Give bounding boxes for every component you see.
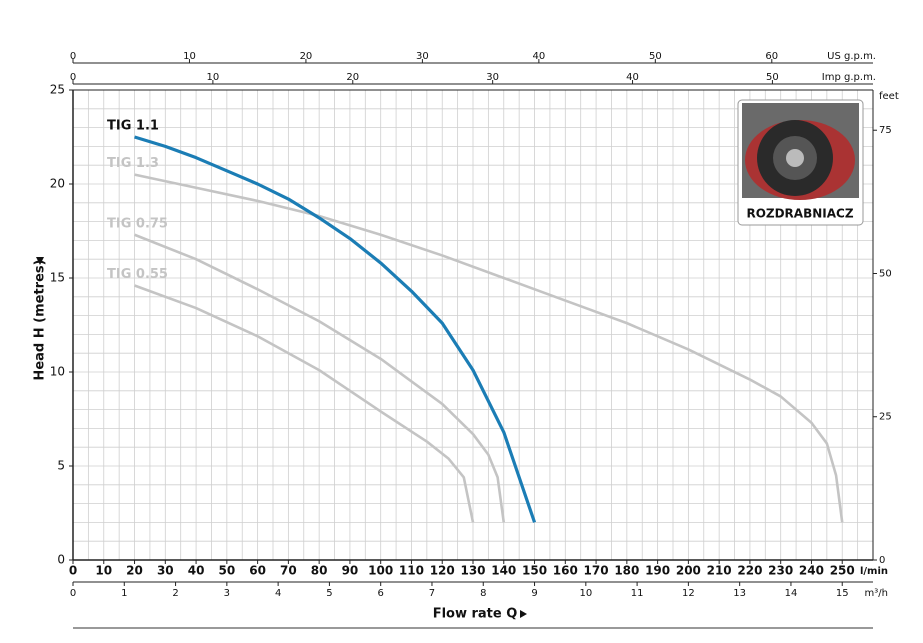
x-tick-label: 0	[69, 564, 77, 578]
series-label: TIG 0.55	[107, 267, 168, 282]
x2-tick-label: 13	[733, 588, 746, 599]
x-tick-label: 130	[460, 564, 485, 578]
x-tick-label: 70	[280, 564, 297, 578]
y2-tick-label: 50	[879, 268, 892, 279]
x-tick-label: 10	[95, 564, 112, 578]
y2-tick-label: 75	[879, 125, 892, 136]
x-tick-label: 120	[430, 564, 455, 578]
x-tick-label: 90	[342, 564, 359, 578]
x2-tick-label: 5	[326, 588, 332, 599]
x-tick-label: 110	[399, 564, 424, 578]
x-tick-label: 30	[157, 564, 174, 578]
y-tick-label: 5	[57, 459, 65, 473]
y-axis-title: Head H (metres)	[33, 259, 48, 380]
x4-unit: US g.p.m.	[827, 51, 876, 62]
curve	[134, 173, 844, 523]
x2-tick-label: 15	[836, 588, 849, 599]
x2-tick-label: 1	[121, 588, 127, 599]
x2-unit: m³/h	[865, 588, 888, 599]
x2-tick-label: 2	[172, 588, 178, 599]
curve	[134, 135, 537, 523]
x3-tick-label: 20	[346, 72, 359, 83]
x4-tick-label: 60	[765, 51, 778, 62]
x2-tick-label: 14	[785, 588, 798, 599]
x-tick-label: 230	[768, 564, 793, 578]
x-tick-label: 140	[491, 564, 516, 578]
curve	[134, 233, 506, 523]
x-tick-label: 50	[218, 564, 235, 578]
x-tick-label: 210	[707, 564, 732, 578]
x2-tick-label: 12	[682, 588, 695, 599]
x2-tick-label: 11	[631, 588, 644, 599]
x4-tick-label: 40	[532, 51, 545, 62]
x2-tick-label: 0	[70, 588, 76, 599]
x2-tick-label: 8	[480, 588, 486, 599]
y2-tick-label: 0	[879, 555, 885, 566]
x4-tick-label: 20	[300, 51, 313, 62]
y-tick-label: 10	[50, 365, 65, 379]
arrow-icon	[36, 257, 44, 265]
x-tick-label: 170	[584, 564, 609, 578]
x3-unit: Imp g.p.m.	[822, 72, 876, 83]
x4-tick-label: 50	[649, 51, 662, 62]
x3-tick-label: 0	[70, 72, 76, 83]
x-tick-label: 200	[676, 564, 701, 578]
x3-tick-label: 10	[207, 72, 220, 83]
y-tick-label: 15	[50, 271, 65, 285]
x-tick-label: 40	[188, 564, 205, 578]
x4-tick-label: 10	[183, 51, 196, 62]
series-label: TIG 0.75	[107, 216, 168, 231]
x-tick-label: 250	[830, 564, 855, 578]
y2-tick-label: 25	[879, 412, 892, 423]
x-tick-label: 100	[368, 564, 393, 578]
x2-tick-label: 3	[224, 588, 230, 599]
x2-tick-label: 6	[378, 588, 384, 599]
x-tick-label: 20	[126, 564, 143, 578]
x4-tick-label: 0	[70, 51, 76, 62]
y-tick-label: 25	[50, 83, 65, 97]
x2-tick-label: 7	[429, 588, 435, 599]
x3-tick-label: 30	[486, 72, 499, 83]
x-tick-label: 240	[799, 564, 824, 578]
inset-label: ROZDRABNIACZ	[746, 207, 853, 221]
x-tick-label: 60	[249, 564, 266, 578]
series-label: TIG 1.1	[107, 119, 159, 134]
x4-tick-label: 30	[416, 51, 429, 62]
curve	[134, 284, 475, 523]
x-tick-label: 180	[614, 564, 639, 578]
x-tick-label: 150	[522, 564, 547, 578]
y-tick-label: 20	[50, 177, 65, 191]
x-axis-title: Flow rate Q	[433, 607, 518, 622]
x2-tick-label: 4	[275, 588, 281, 599]
x2-tick-label: 10	[579, 588, 592, 599]
x3-tick-label: 50	[766, 72, 779, 83]
x2-tick-label: 9	[531, 588, 537, 599]
y2-unit: feet	[879, 91, 899, 102]
series-label: TIG 1.3	[107, 156, 159, 171]
x-tick-label: 220	[737, 564, 762, 578]
inset-shape	[786, 149, 804, 167]
y-tick-label: 0	[57, 553, 65, 567]
x-tick-label: 80	[311, 564, 328, 578]
x-tick-label: 190	[645, 564, 670, 578]
x3-tick-label: 40	[626, 72, 639, 83]
arrow-icon	[520, 610, 527, 618]
x-unit: l/min	[860, 566, 888, 577]
x-tick-label: 160	[553, 564, 578, 578]
